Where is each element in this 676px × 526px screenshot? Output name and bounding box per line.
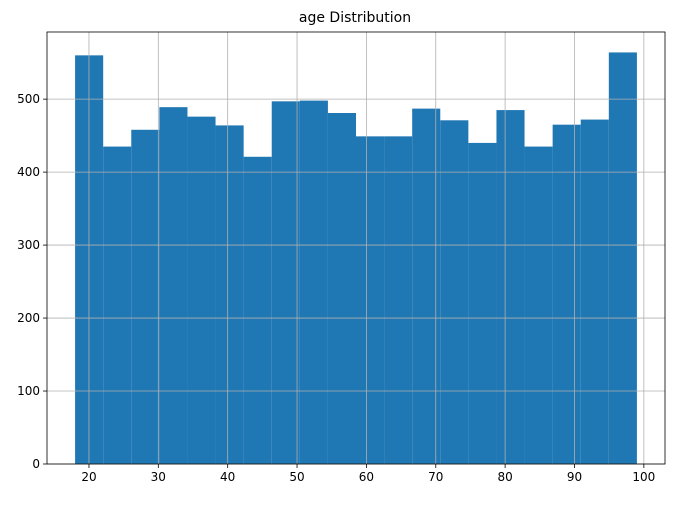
histogram-bar <box>440 120 469 464</box>
x-tick-label: 80 <box>497 470 512 484</box>
histogram-bar <box>524 146 553 464</box>
x-axis-ticks: 20 30 40 50 60 70 80 90 100 <box>81 464 655 484</box>
y-tick-label: 300 <box>17 238 40 252</box>
bars-layer <box>75 52 637 465</box>
x-tick-label: 90 <box>567 470 582 484</box>
histogram-bar <box>103 146 132 464</box>
y-tick-label: 100 <box>17 384 40 398</box>
x-tick-label: 50 <box>289 470 304 484</box>
histogram-bar <box>243 156 272 464</box>
y-tick-label: 200 <box>17 311 40 325</box>
histogram-bar <box>468 142 497 464</box>
x-tick-label: 20 <box>81 470 96 484</box>
histogram-bar <box>356 136 385 464</box>
chart-title: age Distribution <box>299 10 411 26</box>
y-tick-label: 400 <box>17 165 40 179</box>
histogram-bar <box>299 100 328 464</box>
plot-frame <box>46 31 666 465</box>
x-tick-label: 30 <box>151 470 166 484</box>
histogram-bar <box>327 113 356 464</box>
x-tick-label: 40 <box>220 470 235 484</box>
y-tick-label: 0 <box>32 457 40 471</box>
histogram-bar <box>384 136 413 464</box>
histogram-bar <box>159 107 188 464</box>
histogram-bar <box>215 125 244 465</box>
histogram-bar <box>187 116 216 464</box>
y-axis-ticks: 0 100 200 300 400 500 <box>17 92 47 471</box>
histogram-bar <box>496 110 525 464</box>
histogram-bar <box>608 52 637 464</box>
histogram-bar <box>131 129 160 464</box>
y-tick-label: 500 <box>17 92 40 106</box>
x-tick-label: 100 <box>632 470 655 484</box>
x-tick-label: 60 <box>359 470 374 484</box>
x-tick-label: 70 <box>428 470 443 484</box>
histogram-bar <box>580 119 609 464</box>
histogram-bar <box>552 124 581 465</box>
histogram-bar <box>271 101 300 464</box>
axes-layer <box>46 31 666 465</box>
